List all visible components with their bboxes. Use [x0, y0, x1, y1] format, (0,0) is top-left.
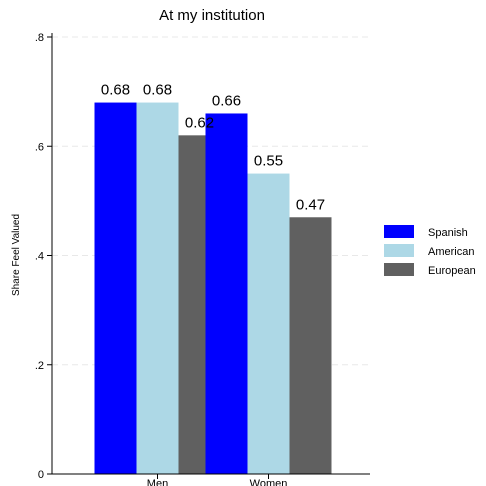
bar	[136, 102, 179, 475]
chart-title: At my institution	[159, 7, 265, 24]
y-tick-label: 0	[38, 469, 44, 481]
data-label: 0.68	[101, 82, 130, 99]
legend-swatch	[384, 263, 414, 276]
legend-label: Spanish	[428, 227, 468, 239]
data-label: 0.47	[296, 196, 325, 213]
bar	[289, 217, 332, 474]
data-label: 0.62	[185, 114, 214, 131]
x-tick-label: Men	[147, 478, 168, 486]
legend: Spanish American European	[384, 225, 476, 277]
legend-label: European	[428, 265, 476, 277]
axes: 0 .2 .4 .6 .8 Men Women	[35, 32, 370, 486]
y-tick-label: .8	[35, 32, 44, 44]
y-tick-label: .6	[35, 141, 44, 153]
bar	[94, 102, 137, 475]
data-label: 0.55	[254, 153, 283, 170]
x-tick-label: Women	[250, 478, 288, 486]
bar	[205, 113, 248, 474]
data-label: 0.68	[143, 82, 172, 99]
bars	[94, 102, 332, 475]
bar	[247, 173, 290, 474]
y-axis-label: Share Feel Valued	[11, 214, 22, 296]
legend-swatch	[384, 244, 414, 257]
legend-label: American	[428, 246, 474, 258]
legend-swatch	[384, 225, 414, 238]
data-labels: 0.68 0.68 0.62 0.66 0.55 0.47	[101, 82, 325, 214]
y-tick-label: .2	[35, 360, 44, 372]
y-tick-label: .4	[35, 251, 44, 263]
data-label: 0.66	[212, 92, 241, 109]
